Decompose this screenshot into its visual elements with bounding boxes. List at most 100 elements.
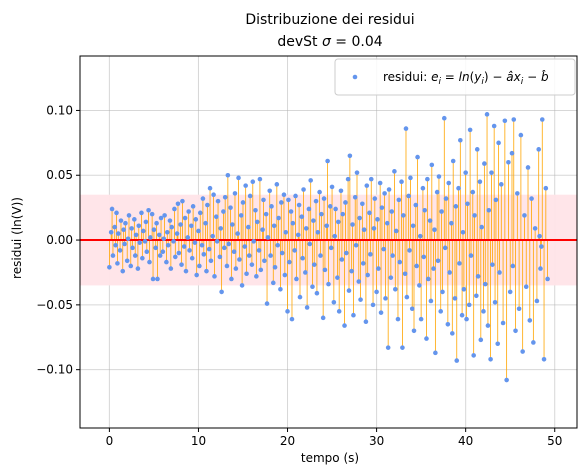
data-point — [439, 209, 444, 214]
data-point — [299, 214, 305, 220]
data-point — [311, 218, 316, 223]
data-point — [446, 180, 452, 186]
data-point — [114, 210, 119, 216]
data-point — [475, 274, 481, 279]
data-point — [489, 170, 494, 175]
data-point — [247, 193, 253, 199]
data-point — [421, 254, 427, 260]
data-point — [150, 276, 156, 282]
data-point — [144, 249, 150, 255]
data-point — [211, 192, 216, 197]
data-point — [169, 224, 175, 230]
data-point — [272, 264, 278, 270]
data-point — [250, 179, 256, 185]
data-point — [378, 310, 384, 315]
data-point — [420, 185, 426, 191]
plot-area — [80, 56, 577, 428]
data-point — [254, 274, 259, 279]
data-point — [375, 217, 380, 222]
data-point — [121, 227, 126, 232]
data-point — [168, 266, 174, 271]
data-point — [207, 185, 213, 191]
data-point — [523, 284, 529, 290]
data-point — [406, 193, 411, 199]
data-point — [118, 218, 124, 223]
data-point — [374, 289, 379, 295]
data-point — [454, 358, 460, 363]
data-point — [221, 209, 226, 214]
data-point — [352, 194, 358, 200]
data-point — [319, 211, 324, 217]
data-point — [263, 211, 269, 217]
data-point — [474, 293, 479, 299]
data-point — [537, 233, 542, 239]
data-point — [461, 287, 467, 292]
data-point — [481, 309, 486, 314]
data-point — [435, 258, 441, 264]
data-point — [162, 213, 167, 218]
data-point — [488, 357, 493, 362]
data-point — [515, 191, 520, 196]
data-point — [447, 270, 452, 275]
data-point — [386, 187, 392, 192]
data-point — [233, 266, 239, 271]
data-point — [313, 198, 319, 204]
data-point — [525, 165, 531, 170]
data-point — [315, 229, 321, 235]
data-point — [464, 316, 469, 322]
data-point — [392, 169, 397, 174]
data-point — [292, 248, 297, 253]
data-point — [429, 162, 435, 168]
data-point — [482, 281, 488, 287]
data-point — [425, 276, 431, 282]
data-point — [321, 196, 327, 201]
data-point — [190, 204, 196, 209]
data-point — [326, 281, 331, 287]
data-point — [264, 301, 270, 306]
data-point — [318, 253, 323, 258]
data-point — [511, 117, 517, 122]
data-point — [158, 215, 164, 221]
data-point — [110, 253, 116, 258]
data-point — [497, 270, 502, 275]
data-point — [270, 280, 276, 286]
data-point — [120, 268, 126, 274]
data-point — [383, 296, 388, 301]
x-tick-label: 20 — [280, 434, 295, 448]
data-point — [520, 349, 525, 354]
data-point — [147, 259, 152, 265]
data-point — [217, 254, 223, 260]
data-point — [125, 236, 131, 242]
data-point — [361, 227, 367, 232]
data-point — [267, 188, 273, 194]
data-point — [360, 261, 366, 266]
data-point — [425, 176, 430, 182]
data-point — [262, 258, 267, 264]
data-point — [442, 245, 448, 251]
data-point — [456, 185, 461, 191]
data-point — [124, 258, 130, 264]
data-point — [107, 264, 112, 270]
data-point — [276, 215, 281, 221]
data-point — [122, 241, 127, 247]
data-point — [415, 154, 420, 160]
data-point — [271, 223, 277, 229]
data-point — [281, 192, 287, 197]
data-point — [372, 196, 378, 201]
data-point — [140, 228, 146, 234]
data-point — [482, 161, 487, 166]
data-point — [506, 159, 511, 165]
data-point — [249, 262, 255, 267]
data-point — [230, 222, 235, 227]
data-point — [132, 253, 138, 258]
data-point — [384, 220, 390, 226]
data-point — [396, 197, 402, 203]
data-point — [331, 299, 337, 305]
data-point — [174, 231, 180, 236]
data-point — [368, 176, 374, 182]
data-point — [311, 262, 317, 267]
data-point — [285, 309, 290, 314]
data-point — [467, 127, 473, 133]
data-point — [167, 218, 173, 223]
data-point — [222, 194, 228, 200]
